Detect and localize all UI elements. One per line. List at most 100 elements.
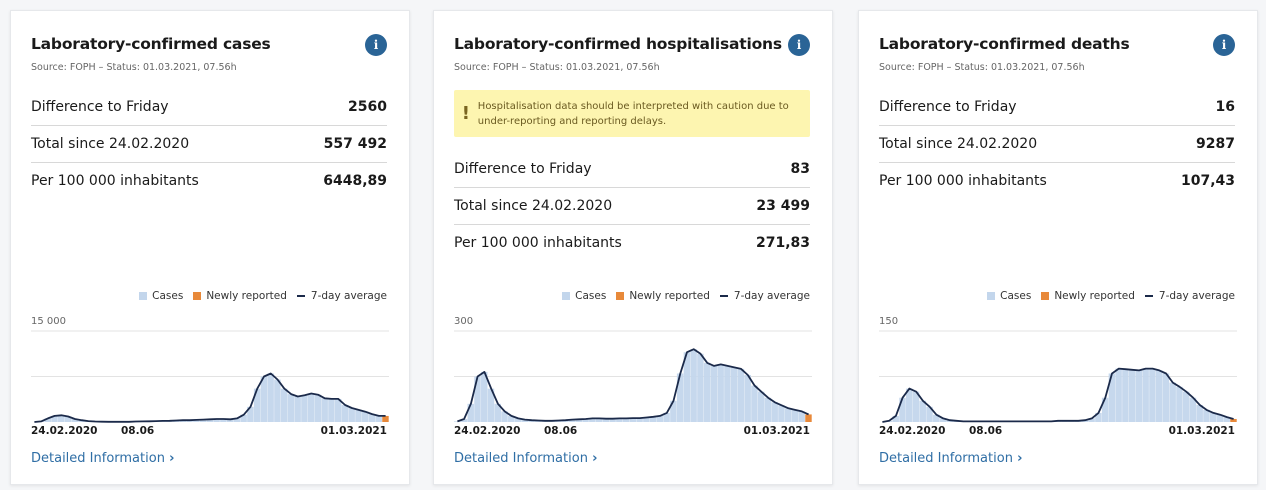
card-source: Source: FOPH – Status: 01.03.2021, 07.56… bbox=[31, 62, 237, 73]
bar bbox=[294, 396, 301, 422]
card-title: Laboratory-confirmed deaths bbox=[879, 35, 1130, 53]
bar bbox=[280, 388, 288, 422]
swatch-icon bbox=[193, 292, 202, 300]
x-tick-end: 01.03.2021 bbox=[320, 425, 387, 437]
detailed-information-link[interactable]: Detailed Information › bbox=[454, 451, 597, 466]
bar bbox=[1189, 397, 1197, 422]
bar bbox=[568, 419, 576, 422]
bar bbox=[919, 400, 926, 422]
stat-label: Difference to Friday bbox=[31, 99, 169, 115]
bar bbox=[906, 388, 913, 422]
chart-legend: Cases Newly reported 7-day average bbox=[562, 290, 810, 302]
bar bbox=[267, 373, 274, 422]
bar bbox=[521, 419, 529, 422]
bar bbox=[663, 412, 670, 422]
bar bbox=[368, 414, 376, 422]
bar bbox=[51, 415, 58, 422]
bar bbox=[226, 419, 234, 422]
swatch-icon bbox=[987, 292, 996, 300]
bar bbox=[791, 409, 799, 422]
bar bbox=[609, 418, 616, 422]
detailed-information-link[interactable]: Detailed Information › bbox=[31, 451, 174, 466]
link-label: Detailed Information bbox=[454, 451, 588, 466]
info-icon[interactable]: i bbox=[365, 34, 387, 56]
stat-row: Per 100 000 inhabitants 271,83 bbox=[454, 225, 810, 261]
seven-day-average-line bbox=[457, 348, 809, 423]
bar bbox=[44, 418, 51, 422]
bar bbox=[737, 368, 745, 422]
legend-7-day-average: 7-day average bbox=[296, 290, 387, 302]
bar bbox=[764, 397, 772, 422]
bar bbox=[1223, 417, 1230, 422]
x-tick-mid: 08.06 bbox=[544, 425, 578, 437]
swatch-icon bbox=[562, 292, 571, 300]
bar bbox=[939, 418, 947, 422]
bar bbox=[247, 406, 254, 422]
bar bbox=[710, 365, 718, 422]
stats-list: Difference to Friday 2560 Total since 24.0… bbox=[31, 89, 387, 199]
bar bbox=[1142, 368, 1149, 422]
bar bbox=[508, 415, 515, 422]
bar bbox=[629, 418, 637, 422]
link-label: Detailed Information bbox=[879, 451, 1013, 466]
bar bbox=[321, 398, 328, 422]
bar bbox=[1196, 405, 1203, 422]
stat-label: Difference to Friday bbox=[879, 99, 1017, 115]
chevron-right-icon: › bbox=[169, 451, 175, 466]
legend-newly-reported: Newly reported bbox=[1041, 290, 1135, 302]
newly-reported-bar bbox=[382, 415, 389, 422]
bar bbox=[334, 398, 342, 422]
bar bbox=[697, 353, 704, 422]
bar bbox=[751, 385, 758, 422]
bar bbox=[361, 411, 369, 422]
y-max-label: 150 bbox=[879, 316, 899, 327]
info-icon[interactable]: i bbox=[788, 34, 810, 56]
bar bbox=[744, 374, 751, 422]
bar bbox=[616, 418, 623, 422]
bar bbox=[798, 411, 805, 422]
bar bbox=[1108, 373, 1116, 422]
stat-value: 16 bbox=[1215, 99, 1235, 115]
x-tick-start: 24.02.2020 bbox=[454, 425, 521, 437]
stat-row: Per 100 000 inhabitants 6448,89 bbox=[31, 163, 387, 199]
bar bbox=[1128, 369, 1136, 422]
bar bbox=[487, 388, 495, 422]
bar bbox=[528, 420, 535, 422]
exclamation-icon: ! bbox=[461, 103, 470, 124]
legend-cases: Cases bbox=[139, 290, 183, 302]
bar bbox=[670, 400, 677, 422]
swatch-icon bbox=[139, 292, 148, 300]
legend-newly-reported: Newly reported bbox=[193, 290, 287, 302]
bar bbox=[582, 418, 589, 422]
bar bbox=[467, 403, 474, 422]
warning-text: Hospitalisation data should be interpret… bbox=[477, 100, 789, 127]
bar bbox=[575, 419, 583, 422]
x-tick-mid: 08.06 bbox=[121, 425, 155, 437]
x-tick-start: 24.02.2020 bbox=[31, 425, 98, 437]
bar bbox=[757, 391, 765, 422]
x-tick-mid: 08.06 bbox=[969, 425, 1003, 437]
bar bbox=[355, 409, 362, 422]
seven-day-average-line bbox=[882, 367, 1234, 423]
bar bbox=[341, 405, 349, 422]
bar bbox=[481, 371, 488, 422]
bar bbox=[253, 388, 261, 422]
bar bbox=[730, 367, 738, 422]
newly-reported-bar bbox=[1230, 418, 1237, 422]
card-title: Laboratory-confirmed cases bbox=[31, 35, 271, 53]
bar bbox=[307, 393, 315, 422]
bar bbox=[233, 418, 241, 422]
stat-value: 6448,89 bbox=[323, 173, 387, 189]
card-deaths: Laboratory-confirmed deaths i Source: FO… bbox=[858, 10, 1258, 485]
legend-7-day-average: 7-day average bbox=[719, 290, 810, 302]
bar bbox=[912, 391, 920, 422]
bar bbox=[1155, 370, 1163, 422]
bar bbox=[1149, 368, 1156, 422]
bar bbox=[717, 364, 724, 422]
detailed-information-link[interactable]: Detailed Information › bbox=[879, 451, 1022, 466]
info-icon[interactable]: i bbox=[1213, 34, 1235, 56]
bar bbox=[287, 394, 295, 422]
bar bbox=[1176, 386, 1183, 422]
bar bbox=[58, 415, 65, 422]
legend-cases: Cases bbox=[562, 290, 606, 302]
